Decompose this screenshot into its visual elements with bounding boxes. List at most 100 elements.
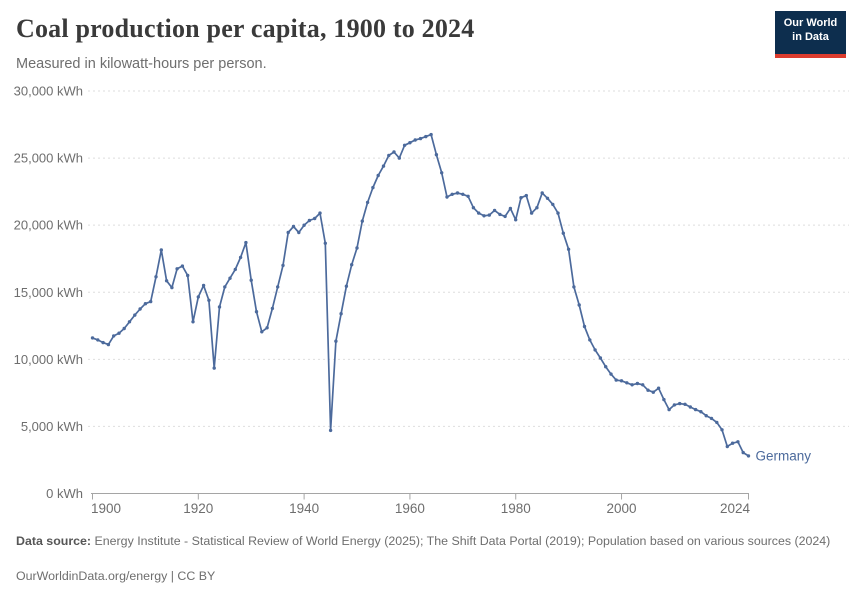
data-point[interactable] [561,231,565,235]
data-point[interactable] [397,156,401,160]
data-point[interactable] [117,331,121,335]
data-point[interactable] [387,153,391,158]
data-point[interactable] [381,164,386,168]
data-point[interactable] [450,192,454,196]
data-point[interactable] [313,216,317,221]
data-point[interactable] [265,326,269,330]
data-point[interactable] [535,206,539,210]
data-point[interactable] [238,255,243,260]
data-point[interactable] [413,138,417,142]
data-point[interactable] [667,407,671,412]
data-point[interactable] [625,381,629,385]
data-point[interactable] [482,214,486,218]
data-point[interactable] [365,200,370,205]
data-point[interactable] [461,192,465,196]
data-point[interactable] [164,279,169,283]
data-point[interactable] [646,388,650,392]
data-point[interactable] [445,195,449,199]
data-point[interactable] [339,312,343,316]
data-point[interactable] [143,302,148,306]
data-point[interactable] [344,284,349,288]
data-point[interactable] [127,320,132,324]
data-point[interactable] [619,379,624,383]
data-point[interactable] [101,340,105,345]
data-point[interactable] [122,326,126,331]
data-point[interactable] [212,366,216,370]
data-point[interactable] [260,330,264,334]
data-point[interactable] [604,365,608,369]
data-point[interactable] [297,230,301,235]
data-point[interactable] [514,218,518,222]
data-point[interactable] [693,407,698,412]
data-point[interactable] [545,196,550,200]
data-point[interactable] [376,173,380,178]
data-point[interactable] [207,298,211,302]
data-point[interactable] [709,416,714,421]
data-point[interactable] [635,381,640,386]
data-point[interactable] [302,223,306,227]
data-point[interactable] [582,324,587,329]
data-point[interactable] [524,193,528,198]
data-point[interactable] [196,295,200,299]
data-point[interactable] [106,342,111,347]
data-point[interactable] [609,372,613,376]
data-point[interactable] [656,386,661,390]
data-point[interactable] [614,378,618,382]
data-point[interactable] [96,338,100,342]
data-point[interactable] [233,267,237,272]
data-point[interactable] [424,134,428,139]
data-point[interactable] [593,348,597,352]
data-point[interactable] [498,212,502,217]
data-point[interactable] [201,283,206,288]
data-point[interactable] [746,454,751,458]
data-point[interactable] [598,356,603,360]
data-point[interactable] [630,383,634,387]
data-point[interactable] [651,390,655,394]
data-point[interactable] [228,276,232,280]
data-point[interactable] [688,405,692,409]
data-point[interactable] [254,310,259,314]
data-point[interactable] [471,206,476,210]
data-point[interactable] [662,397,666,402]
data-point[interactable] [323,241,327,245]
data-point[interactable] [276,285,280,289]
data-point[interactable] [699,410,703,414]
data-point[interactable] [281,263,285,268]
data-point[interactable] [408,141,412,145]
data-point[interactable] [508,206,513,211]
data-point[interactable] [641,383,645,387]
data-point[interactable] [588,338,592,342]
data-point[interactable] [455,191,460,195]
data-point[interactable] [392,150,396,154]
data-point[interactable] [291,224,296,229]
data-point[interactable] [180,264,185,268]
data-point[interactable] [730,441,735,445]
footer-license[interactable]: OurWorldinData.org/energy | CC BY [16,569,216,583]
data-point[interactable] [741,450,745,455]
data-point[interactable] [186,273,190,278]
data-point[interactable] [244,240,248,245]
data-point[interactable] [529,211,534,215]
data-point[interactable] [154,275,158,279]
data-point[interactable] [725,444,729,449]
data-point[interactable] [149,299,153,304]
data-point[interactable] [466,194,470,198]
data-point[interactable] [175,267,179,271]
data-point[interactable] [704,414,708,418]
data-point[interactable] [223,285,227,289]
data-point[interactable] [503,214,507,219]
data-point[interactable] [249,278,253,282]
data-point[interactable] [540,191,544,195]
data-point[interactable] [577,303,581,307]
data-point[interactable] [519,196,523,200]
data-point[interactable] [736,440,740,444]
series-line-germany[interactable] [91,133,750,457]
data-point[interactable] [487,213,491,217]
data-point[interactable] [492,208,497,213]
data-point[interactable] [371,185,375,190]
data-point[interactable] [683,402,687,406]
data-point[interactable] [328,428,333,433]
data-point[interactable] [402,143,407,147]
data-point[interactable] [477,211,481,215]
data-point[interactable] [133,313,137,317]
